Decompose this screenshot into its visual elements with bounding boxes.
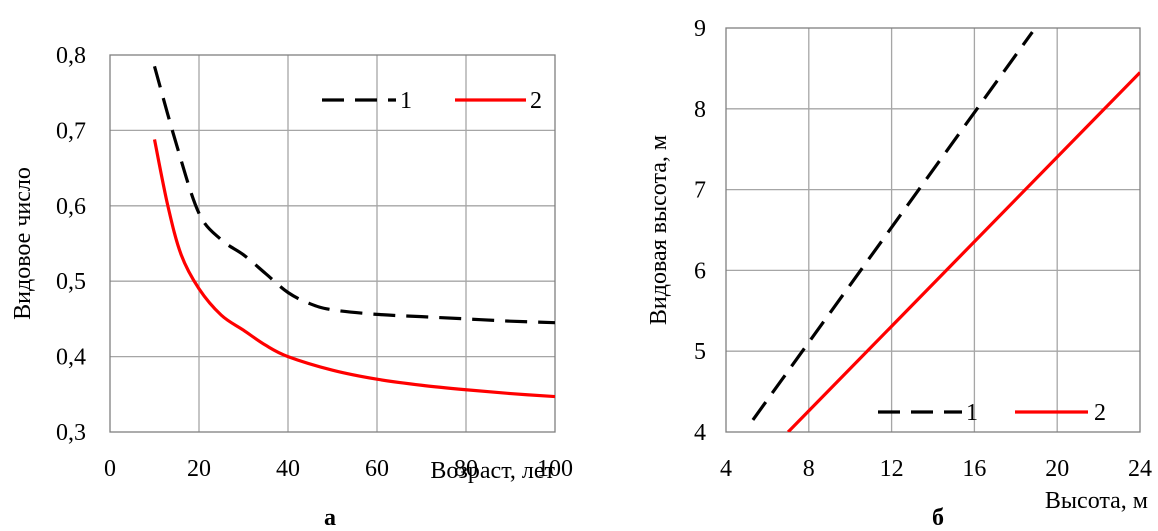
- panel-label: а: [324, 505, 336, 531]
- x-tick-label: 20: [187, 456, 211, 482]
- y-tick-label: 7: [694, 178, 706, 204]
- y-tick-label: 0,3: [56, 420, 86, 446]
- series-line-2: [786, 71, 1140, 432]
- y-tick-label: 9: [694, 16, 706, 42]
- legend-label-2: 2: [1094, 400, 1106, 426]
- series-line-1: [751, 31, 1034, 421]
- x-tick-label: 60: [365, 456, 389, 482]
- y-axis-label: Видовое число: [10, 167, 36, 320]
- legend-label-1: 1: [400, 88, 412, 114]
- x-tick-label: 24: [1128, 456, 1152, 482]
- series-line-2: [152, 139, 555, 399]
- x-tick-label: 16: [962, 456, 986, 482]
- x-tick-label: 40: [276, 456, 300, 482]
- legend-label-1: 1: [966, 400, 978, 426]
- x-tick-label: 80: [454, 456, 478, 482]
- y-tick-label: 0,6: [56, 194, 86, 220]
- plot-frame: [109, 54, 556, 433]
- x-tick-label: 12: [880, 456, 904, 482]
- y-tick-label: 0,8: [56, 43, 86, 69]
- series-line-1: [152, 65, 555, 325]
- y-tick-label: 8: [694, 97, 706, 123]
- plot-frame: [725, 27, 1141, 433]
- x-tick-label: 4: [720, 456, 732, 482]
- y-axis-label: Видовая высота, м: [646, 135, 672, 325]
- x-tick-label: 100: [537, 456, 573, 482]
- y-tick-label: 5: [694, 339, 706, 365]
- x-axis-label: Возраст, лет: [430, 458, 555, 484]
- y-tick-label: 0,7: [56, 118, 86, 144]
- legend-label-2: 2: [530, 88, 542, 114]
- x-tick-label: 8: [803, 456, 815, 482]
- y-tick-label: 0,4: [56, 345, 86, 371]
- y-tick-label: 0,5: [56, 269, 86, 295]
- x-tick-label: 0: [104, 456, 116, 482]
- x-axis-label: Высота, м: [1045, 488, 1148, 514]
- y-tick-label: 4: [694, 420, 706, 446]
- x-tick-label: 20: [1045, 456, 1069, 482]
- y-tick-label: 6: [694, 258, 706, 284]
- panel-label: б: [932, 505, 944, 531]
